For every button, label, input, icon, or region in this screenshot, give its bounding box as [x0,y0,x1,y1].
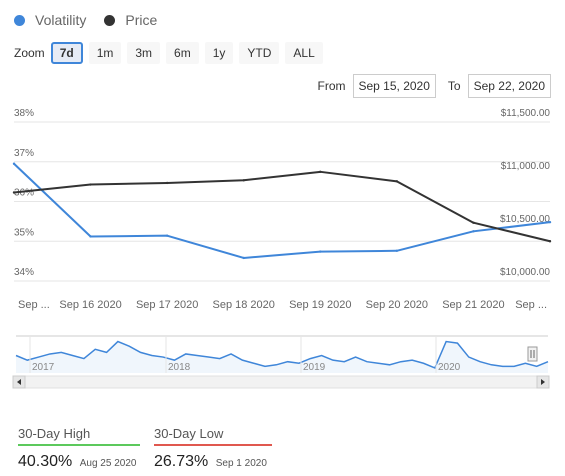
stat-low-value: 26.73% [154,453,209,470]
x-tick-label: Sep ... [18,299,50,311]
date-range-selector: From Sep 15, 2020 To Sep 22, 2020 [317,74,551,98]
data-point-price [319,170,322,174]
navigator-year-label: 2018 [168,362,191,373]
y-left-tick-label: 37% [14,148,34,159]
y-right-tick-label: $10,500.00 [500,214,550,225]
legend-label-price: Price [125,12,158,28]
volatility-price-chart: 34% 35% 36% 37% 38% $10,000.00 $10,500.00 $11,… [12,108,552,389]
y-left-tick-label: 34% [14,267,34,278]
scroll-left-arrow-icon [17,379,21,385]
legend-label-volatility: Volatility [35,12,87,28]
zoom-button-ytd[interactable]: YTD [239,42,280,64]
navigator[interactable]: 2017 2018 2019 2020 [15,335,549,373]
data-point-volatility [319,250,322,253]
chart-grid [14,121,550,282]
data-point-price [89,183,92,186]
scrollbar[interactable] [12,375,550,389]
zoom-selector: Zoom 7d 1m 3m 6m 1y YTD ALL [14,42,329,64]
stat-high-date: Aug 25 2020 [79,458,137,469]
navigator-year-label: 2019 [303,362,326,373]
from-date-input[interactable]: Sep 15, 2020 [352,74,436,98]
data-point-price [242,179,245,182]
stat-low-title: 30-Day Low [154,426,272,446]
legend-item-price[interactable]: Price [104,12,157,28]
chart-legend: Volatility Price [14,9,175,31]
zoom-label: Zoom [14,46,45,60]
y-right-tick-label: $10,000.00 [500,267,550,278]
stat-30-day-low: 30-Day Low 26.73% Sep 1 2020 [154,426,272,471]
x-tick-label: Sep ... [515,299,547,311]
x-tick-label: Sep 18 2020 [213,299,275,311]
to-label: To [447,79,461,93]
y-right-tick-label: $11,000.00 [501,161,551,172]
data-point-volatility [89,235,92,238]
series-line-volatility [13,163,551,259]
zoom-button-3m[interactable]: 3m [127,42,161,64]
price-legend-marker [104,14,116,26]
x-tick-label: Sep 16 2020 [59,299,121,311]
volatility-legend-marker [14,14,25,26]
y-left-tick-label: 36% [14,188,34,199]
zoom-button-1m[interactable]: 1m [88,42,122,64]
zoom-button-7d[interactable]: 7d [50,42,83,64]
zoom-button-6m[interactable]: 6m [166,42,199,64]
zoom-button-all[interactable]: ALL [285,42,323,64]
data-point-volatility [472,230,475,233]
x-tick-label: Sep 19 2020 [289,299,351,311]
to-date-input[interactable]: Sep 22, 2020 [467,74,551,98]
series-line-price [13,170,551,243]
y-right-tick-label: $11,500.00 [501,108,551,119]
legend-item-volatility[interactable]: Volatility [14,12,86,28]
navigator-line [15,340,549,369]
navigator-year-label: 2020 [438,362,461,373]
navigator-year-label: 2017 [32,362,55,373]
data-point-price [548,240,552,243]
y-left-tick-label: 38% [14,108,34,119]
navigator-area [16,341,548,373]
right-y-axis: $10,000.00 $10,500.00 $11,000.00 $11,500.00 [500,108,550,278]
scrollbar-track[interactable] [12,375,550,389]
stat-low-date: Sep 1 2020 [215,458,267,469]
stat-30-day-high: 30-Day High 40.30% Aug 25 2020 [18,426,140,471]
x-axis: Sep ... Sep 16 2020 Sep 17 2020 Sep 18 2020… [18,299,547,311]
data-point-price [472,221,475,224]
y-left-tick-label: 35% [14,227,34,238]
left-y-axis: 34% 35% 36% 37% 38% [14,108,34,278]
data-point-volatility [12,162,16,165]
chart-series [12,162,552,260]
stats-panel: 30-Day High 40.30% Aug 25 2020 30-Day Lo… [18,426,286,471]
data-point-price [12,191,16,194]
stat-high-value: 40.30% [18,453,73,470]
scroll-right-arrow-icon [541,379,545,385]
data-point-volatility [165,234,169,237]
from-label: From [317,79,346,93]
zoom-button-1y[interactable]: 1y [204,42,234,64]
x-tick-label: Sep 20 2020 [366,299,428,311]
navigator-handle[interactable] [527,346,538,362]
data-point-volatility [395,249,399,252]
data-point-volatility [242,256,245,260]
data-point-price [165,181,169,185]
x-tick-label: Sep 17 2020 [136,299,198,311]
data-point-price [395,180,399,183]
stat-high-title: 30-Day High [18,426,140,446]
x-tick-label: Sep 21 2020 [442,299,504,311]
data-point-volatility [548,220,552,224]
